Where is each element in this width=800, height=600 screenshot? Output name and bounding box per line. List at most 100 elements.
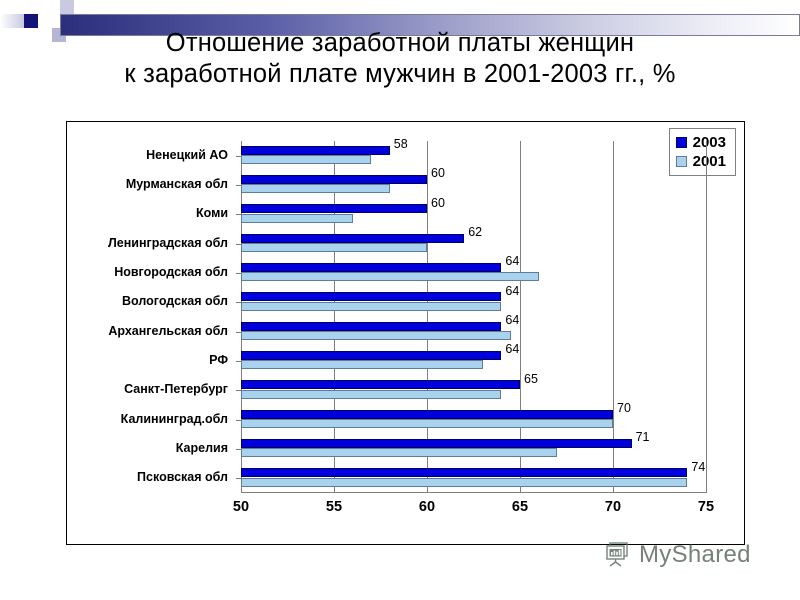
bar-2003[interactable] — [241, 409, 613, 419]
chart-frame: 2003 2001 Ненецкий АО 58 Мурманская обл 60 К… — [66, 121, 745, 545]
bar-2001[interactable] — [241, 389, 502, 399]
y-axis-tick — [236, 448, 241, 450]
chart-legend: 2003 2001 — [668, 128, 736, 176]
x-tick-label: 70 — [604, 499, 622, 515]
x-tick-label: 50 — [232, 499, 250, 515]
category-label: Санкт-Петербург — [124, 382, 228, 397]
y-axis-tick — [236, 390, 241, 392]
chart-row: Вологодская обл 64 — [122, 284, 706, 317]
category-label: Ненецкий АО — [146, 147, 228, 162]
y-axis-tick — [236, 214, 241, 216]
category-label: Новгородская обл — [114, 264, 228, 279]
page-title: Отношение заработной платы женщин к зара… — [0, 28, 800, 90]
bar-value-label: 60 — [431, 195, 445, 210]
presentation-chart-icon — [606, 542, 628, 567]
banner-square — [60, 0, 74, 14]
x-tick-label: 65 — [511, 499, 529, 515]
category-label: Мурманская обл — [125, 176, 228, 191]
gridline-70 — [613, 141, 614, 493]
bar-2003[interactable] — [241, 174, 427, 184]
legend-item-2001[interactable]: 2001 — [675, 152, 726, 171]
bar-2003[interactable] — [241, 380, 520, 390]
y-axis-tick — [236, 243, 241, 245]
bar-value-label: 65 — [524, 371, 538, 386]
bar-2003[interactable] — [241, 321, 502, 331]
y-axis-tick — [236, 184, 241, 186]
legend-swatch-2003 — [675, 137, 687, 148]
bar-value-label: 64 — [505, 342, 520, 357]
watermark-text: MyShared — [639, 541, 751, 568]
banner-square — [38, 28, 52, 42]
bar-2001[interactable] — [241, 419, 613, 428]
x-tick-label: 75 — [697, 499, 715, 515]
title-line-2: к заработной плате мужчин в 2001-2003 гг… — [124, 60, 676, 88]
chart-row: Санкт-Петербург 65 — [124, 372, 706, 405]
category-label: Калининград.обл — [120, 411, 228, 426]
x-axis-line — [241, 492, 706, 493]
gridline-50 — [241, 141, 242, 493]
bar-value-label: 71 — [635, 430, 650, 445]
x-tick-label: 60 — [418, 499, 436, 515]
bar-2003[interactable] — [241, 292, 502, 302]
gridline-65 — [520, 141, 521, 493]
bar-2003[interactable] — [241, 438, 632, 448]
banner-square — [38, 14, 60, 28]
chart-row: Мурманская обл 60 — [126, 166, 706, 199]
bar-value-label: 70 — [617, 401, 631, 415]
bar-value-label: 74 — [691, 459, 706, 474]
legend-item-2003[interactable]: 2003 — [675, 133, 726, 152]
gridline-75 — [706, 141, 707, 493]
chart-row: Коми 60 — [196, 196, 706, 229]
category-label: Псковская обл — [137, 470, 228, 485]
chart-row: Ненецкий АО 58 — [146, 137, 706, 170]
bar-value-label: 64 — [505, 254, 520, 269]
bar-2003[interactable] — [241, 204, 427, 214]
bar-2001[interactable] — [241, 301, 502, 311]
bar-2001[interactable] — [241, 448, 558, 458]
legend-label-2003: 2003 — [692, 134, 726, 151]
y-axis-tick — [236, 331, 241, 333]
bar-2003[interactable] — [241, 145, 390, 155]
bar-2003[interactable] — [241, 262, 502, 272]
bar-2001[interactable] — [241, 243, 427, 252]
x-tick-label: 55 — [325, 499, 343, 515]
category-label: Коми — [195, 206, 228, 221]
bar-2001[interactable] — [241, 360, 483, 370]
category-label: Архангельская обл — [108, 323, 228, 338]
decorative-banner — [0, 0, 800, 46]
watermark: MyShared — [604, 540, 751, 570]
gridline-60 — [427, 141, 428, 493]
banner-square — [38, 0, 60, 14]
bar-2001[interactable] — [241, 331, 511, 340]
legend-swatch-2001 — [675, 156, 687, 167]
chart-row: Новгородская обл 64 — [114, 254, 706, 287]
y-axis-tick — [236, 155, 241, 157]
bar-2001[interactable] — [241, 155, 372, 164]
title-line-1: Отношение заработной платы женщин — [165, 29, 635, 57]
chart-row: Архангельская обл 64 — [108, 313, 706, 346]
category-label: Карелия — [175, 440, 228, 455]
bar-value-label: 58 — [393, 137, 408, 151]
bar-2001[interactable] — [241, 272, 539, 282]
gridline-55 — [334, 141, 335, 493]
banner-square — [24, 14, 38, 28]
category-label: РФ — [209, 352, 228, 367]
category-label: Ленинградская обл — [108, 235, 228, 250]
bar-2003[interactable] — [241, 233, 465, 243]
legend-label-2001: 2001 — [692, 153, 726, 170]
plot-area: Ненецкий АО 58 Мурманская обл 60 Коми 60 Ленин… — [108, 137, 714, 515]
bar-2003[interactable] — [241, 468, 688, 478]
bar-2001[interactable] — [241, 184, 390, 194]
bar-value-label: 62 — [468, 225, 483, 239]
bar-2003[interactable] — [241, 350, 502, 360]
chart-row: Калининград.обл 70 — [121, 401, 706, 434]
y-axis-tick — [236, 302, 241, 304]
chart-row: РФ 64 — [209, 342, 706, 375]
y-axis-tick — [236, 272, 241, 274]
bar-2001[interactable] — [241, 477, 688, 487]
y-axis-tick — [236, 360, 241, 362]
bar-2001[interactable] — [241, 213, 353, 223]
y-axis-tick — [236, 419, 241, 421]
bar-value-label: 64 — [505, 313, 520, 327]
bar-value-label: 64 — [505, 283, 520, 298]
